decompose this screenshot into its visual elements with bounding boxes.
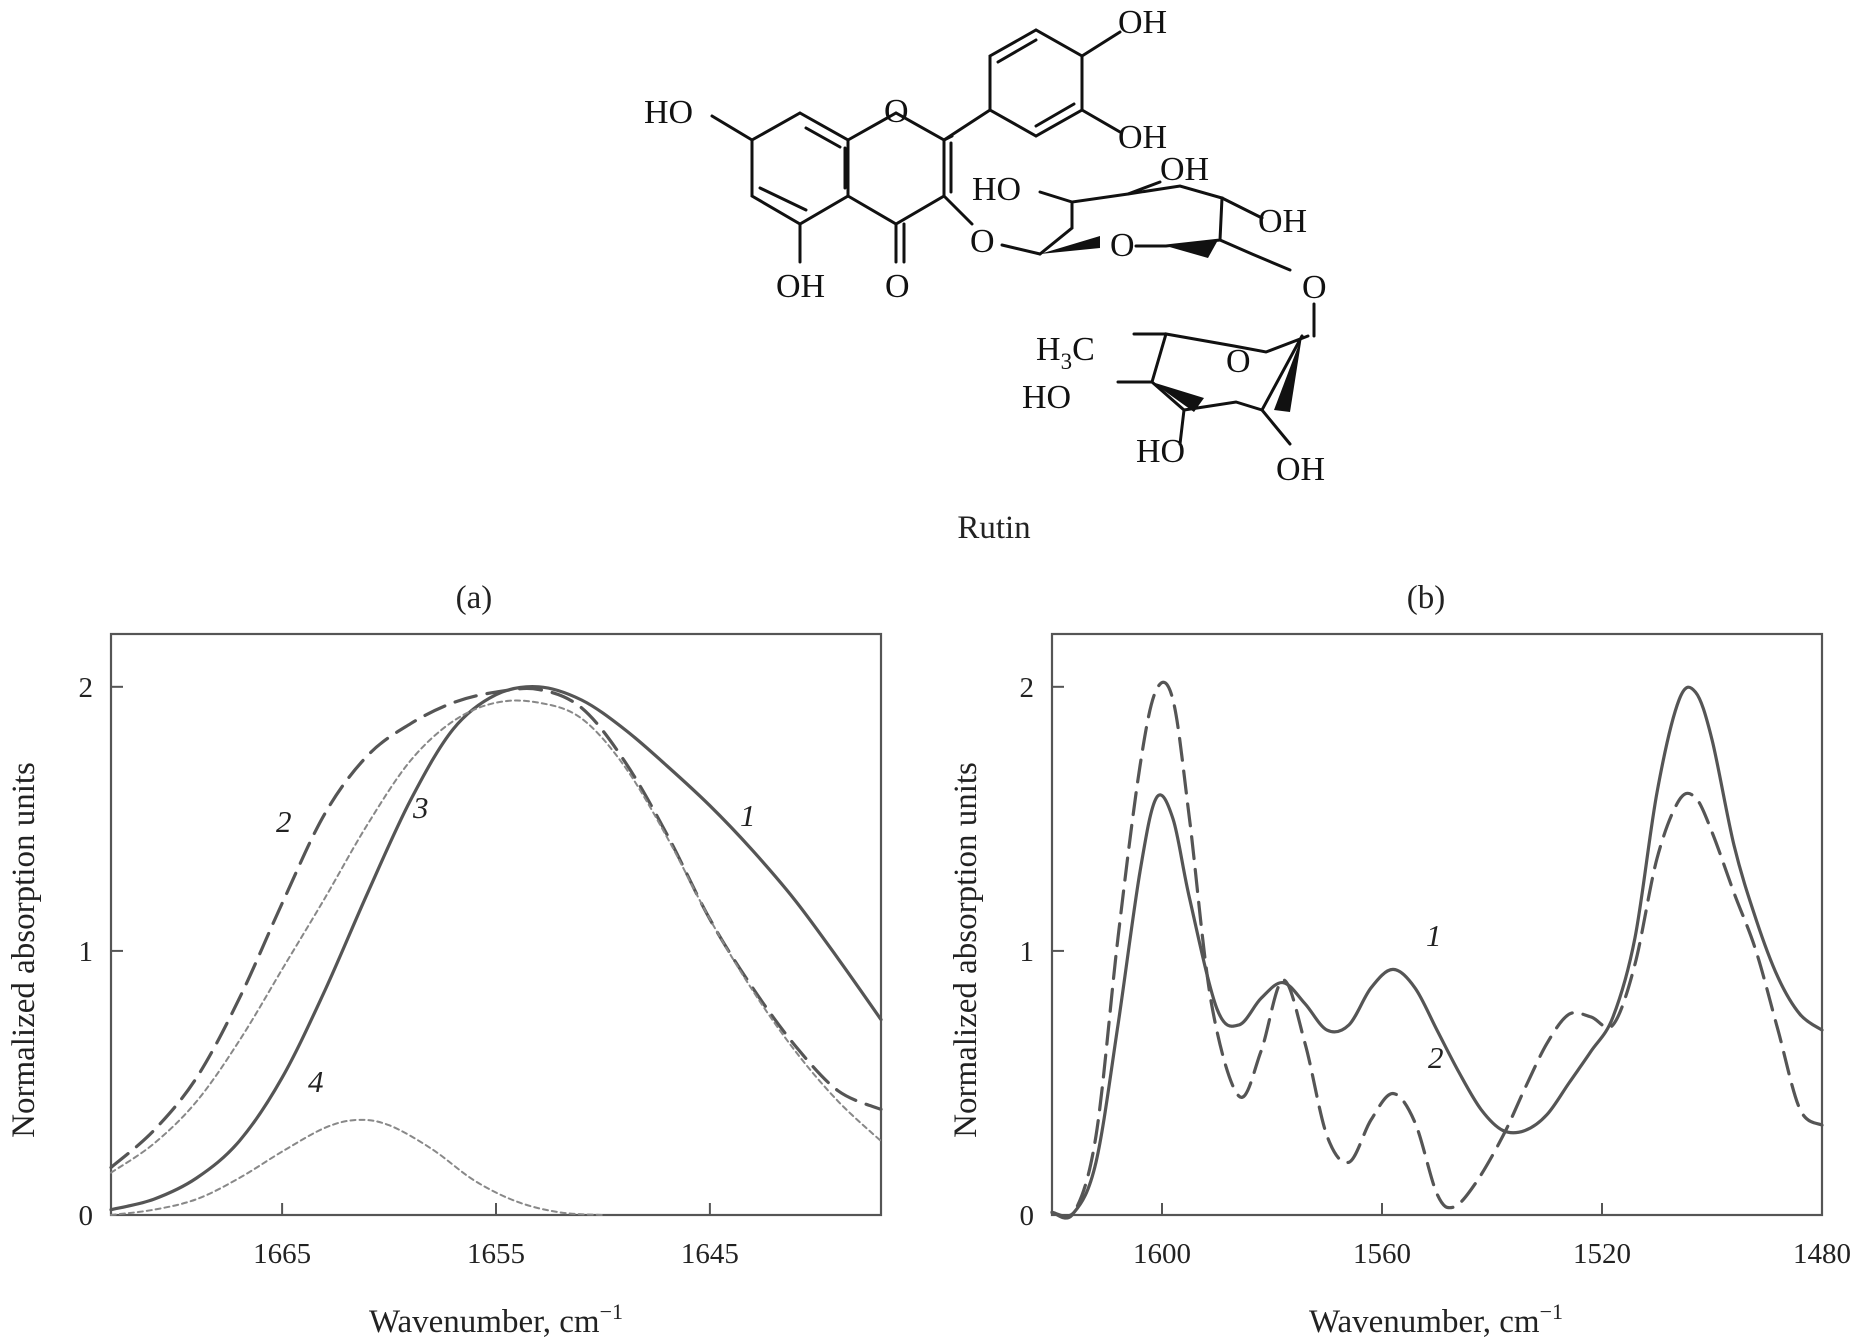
panel-a-ytick-label: 2 (79, 672, 94, 704)
atom-oh-glucose-right: OH (1258, 203, 1307, 240)
atom-ho-rhamnose-left: HO (1022, 379, 1071, 416)
atom-o-rhamnose-ring: O (1226, 343, 1251, 380)
panel-b-ytick-label: 2 (1020, 672, 1035, 704)
panel-a-curve-label-2: 2 (276, 804, 292, 839)
panel-a-series-4-line (110, 1118, 604, 1216)
panel-b-series-2-line (1050, 680, 1824, 1220)
panel-a-xlabel: Wavenumber, cm−1 (369, 1299, 623, 1340)
atom-oh-rhamnose-bottom: OH (1276, 451, 1325, 488)
chart-panel-b: (b) 1600 1560 1520 1480 0 1 2 Wavenumber, cm−1… (948, 580, 1851, 1340)
atom-o-ring: O (884, 93, 909, 130)
atom-oh-4prime: OH (1118, 4, 1167, 41)
atom-oh-3prime: OH (1118, 119, 1167, 156)
panel-a-curve-label-3: 3 (412, 790, 429, 825)
structure-name: Rutin (957, 510, 1030, 546)
atom-oh-5: OH (776, 268, 825, 305)
atom-o-glycosidic: O (970, 223, 995, 260)
panel-a-ytick-label: 0 (79, 1200, 94, 1232)
panel-a-series-3-line (110, 699, 882, 1174)
atom-ho-rhamnose-bottom: HO (1136, 433, 1185, 470)
panel-a-xtick-label: 1645 (681, 1238, 739, 1270)
panel-b-curve-label-1: 1 (1426, 918, 1442, 953)
panel-b-caption: (b) (1407, 580, 1445, 616)
panel-b-frame (1050, 632, 1824, 1217)
panel-b-ytick-label: 0 (1020, 1200, 1035, 1232)
panel-b-ytick-label: 1 (1020, 936, 1035, 968)
panel-a-ticks: 1665 1655 1645 0 1 2 (79, 672, 739, 1270)
panel-b-xtick-label: 1560 (1353, 1238, 1411, 1270)
structure-atom-labels: HO O OH OH OH O O HO OH O OH O H3C O HO … (644, 4, 1327, 488)
panel-a-caption: (a) (456, 580, 493, 616)
panel-b-series-1-line (1050, 685, 1824, 1218)
atom-ho-glucose: HO (972, 171, 1021, 208)
atom-ho-7: HO (644, 94, 693, 131)
panel-a-series-2-line (109, 686, 883, 1170)
panel-a-curve-label-4: 4 (308, 1064, 324, 1099)
panel-a-xtick-label: 1655 (467, 1238, 525, 1270)
atom-h3c: H3C (1036, 331, 1095, 374)
panel-b-xtick-label: 1520 (1573, 1238, 1631, 1270)
panel-b-xtick-label: 1600 (1133, 1238, 1191, 1270)
panel-b-curve-label-2: 2 (1428, 1040, 1444, 1075)
panel-a-curves (109, 684, 883, 1216)
panel-a-ytick-label: 1 (79, 936, 94, 968)
chart-panel-a: (a) 1665 1655 1645 0 1 2 Wavenumber, cm−1 Nor… (6, 580, 883, 1340)
rutin-structure (710, 28, 1316, 446)
panel-a-series-1-line (109, 684, 883, 1212)
panel-b-ticks: 1600 1560 1520 1480 0 1 2 (1020, 672, 1852, 1270)
panel-a-ylabel: Normalized absorption units (6, 762, 42, 1138)
panel-b-xlabel: Wavenumber, cm−1 (1309, 1299, 1563, 1340)
panel-a-curve-label-1: 1 (740, 798, 756, 833)
panel-a-xtick-label: 1665 (253, 1238, 311, 1270)
panel-a-frame (109, 632, 883, 1217)
panel-b-xtick-label: 1480 (1793, 1238, 1851, 1270)
atom-oh-glucose-top: OH (1160, 151, 1209, 188)
atom-o-carbonyl: O (885, 268, 910, 305)
atom-o-link: O (1302, 269, 1327, 306)
atom-o-glucose-ring: O (1110, 227, 1135, 264)
panel-b-ylabel: Normalized absorption units (948, 762, 984, 1138)
panel-b-curves (1050, 680, 1824, 1220)
